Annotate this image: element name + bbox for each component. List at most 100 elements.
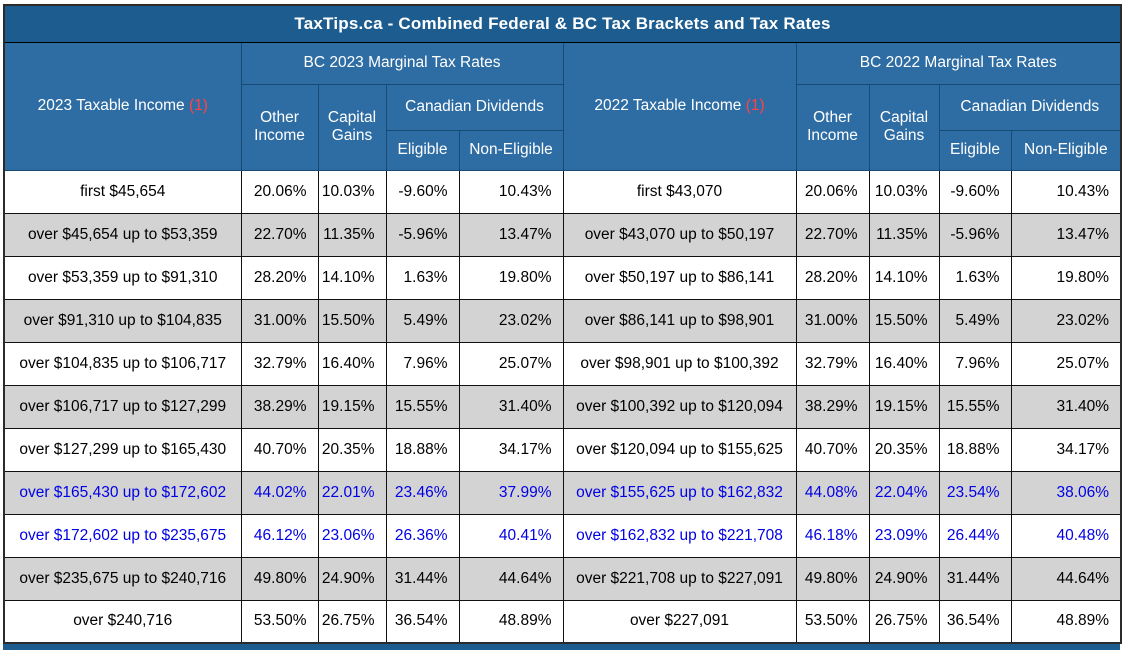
tax-rate-cell: 7.96% xyxy=(938,341,1012,386)
tax-rate-cell: 7.96% xyxy=(385,341,460,386)
tax-rate-cell: 40.48% xyxy=(1010,513,1122,558)
tax-rate-cell: 37.99% xyxy=(458,470,564,515)
tax-rate-cell: -5.96% xyxy=(385,212,460,257)
tax-rate-cell: 40.41% xyxy=(458,513,564,558)
header-capital-gains-2022: Capital Gains xyxy=(868,83,940,171)
tax-rate-cell: 24.90% xyxy=(317,556,387,601)
tax-rate-cell: 19.80% xyxy=(458,255,564,300)
income-range-cell: over $227,091 xyxy=(562,599,797,644)
tax-rate-cell: 18.88% xyxy=(938,427,1012,472)
header-canadian-dividends-2023: Canadian Dividends xyxy=(385,83,564,131)
tax-rate-cell: 31.00% xyxy=(240,298,319,343)
tax-rate-cell: 44.08% xyxy=(795,470,870,515)
table-row: over $106,717 up to $127,299 38.29% 19.15%… xyxy=(3,384,1122,429)
tax-rate-cell: 22.70% xyxy=(795,212,870,257)
header-sub-row: Eligible Non-Eligible Eligible Non-Eligi… xyxy=(4,129,1122,171)
tax-rate-cell: 20.35% xyxy=(317,427,387,472)
income-range-cell: over $98,901 up to $100,392 xyxy=(562,341,797,386)
table-row: over $235,675 up to $240,716 49.80% 24.90%… xyxy=(3,556,1122,601)
tax-rate-cell: -5.96% xyxy=(938,212,1012,257)
tax-rate-cell: 44.64% xyxy=(458,556,564,601)
tax-rate-cell: 32.79% xyxy=(240,341,319,386)
tax-rate-cell: 38.06% xyxy=(1010,470,1122,515)
tax-rate-cell: -9.60% xyxy=(938,169,1012,214)
header-group-row: 2023 Taxable Income (1) BC 2023 Marginal… xyxy=(3,41,1122,171)
tax-rate-cell: 10.43% xyxy=(458,169,564,214)
tax-rate-cell: 36.54% xyxy=(385,599,460,644)
table-row: over $165,430 up to $172,602 44.02% 22.01%… xyxy=(3,470,1122,515)
tax-rate-cell: 49.80% xyxy=(795,556,870,601)
tax-rate-cell: 10.03% xyxy=(868,169,940,214)
income-range-cell: first $43,070 xyxy=(562,169,797,214)
table-row: over $53,359 up to $91,310 28.20% 14.10% 1.… xyxy=(3,255,1122,300)
footnote-marker: (1) xyxy=(745,97,765,114)
tax-rate-cell: 22.04% xyxy=(868,470,940,515)
income-range-cell: over $91,310 up to $104,835 xyxy=(3,298,242,343)
tax-rate-cell: 48.89% xyxy=(458,599,564,644)
income-range-cell: over $50,197 up to $86,141 xyxy=(562,255,797,300)
footnote-marker: (1) xyxy=(188,97,208,114)
income-range-cell: over $104,835 up to $106,717 xyxy=(3,341,242,386)
income-range-cell: over $43,070 up to $50,197 xyxy=(562,212,797,257)
next-section-strip xyxy=(3,644,1120,650)
income-range-cell: over $165,430 up to $172,602 xyxy=(3,470,242,515)
tax-rate-cell: 46.18% xyxy=(795,513,870,558)
header-non-eligible-2022: Non-Eligible xyxy=(1010,129,1122,171)
tax-rate-cell: 31.40% xyxy=(458,384,564,429)
tax-rate-cell: 26.44% xyxy=(938,513,1012,558)
tax-rate-cell: 23.02% xyxy=(1010,298,1122,343)
tax-rate-cell: 20.06% xyxy=(795,169,870,214)
tax-rate-cell: 34.17% xyxy=(1010,427,1122,472)
tax-rate-cell: 32.79% xyxy=(795,341,870,386)
tax-rate-cell: 15.55% xyxy=(938,384,1012,429)
tax-rate-cell: 14.10% xyxy=(868,255,940,300)
tax-rate-cell: 19.80% xyxy=(1010,255,1122,300)
tax-rate-cell: 22.01% xyxy=(317,470,387,515)
tax-rate-cell: 40.70% xyxy=(795,427,870,472)
tax-rate-cell: 28.20% xyxy=(795,255,870,300)
header-other-income-2023: Other Income xyxy=(240,83,319,171)
tax-rate-cell: 23.09% xyxy=(868,513,940,558)
table-row: over $240,716 53.50% 26.75% 36.54% 48.89% ove… xyxy=(3,599,1122,644)
tax-rate-cell: 20.06% xyxy=(240,169,319,214)
income-range-cell: over $221,708 up to $227,091 xyxy=(562,556,797,601)
header-group-bc-2023: BC 2023 Marginal Tax Rates xyxy=(240,41,564,85)
tax-rate-cell: 15.55% xyxy=(385,384,460,429)
income-range-cell: over $155,625 up to $162,832 xyxy=(562,470,797,515)
table-row: over $104,835 up to $106,717 32.79% 16.40%… xyxy=(3,341,1122,386)
tax-rate-cell: 26.75% xyxy=(317,599,387,644)
header-canadian-dividends-2022: Canadian Dividends xyxy=(938,83,1122,131)
table-body: first $45,654 20.06% 10.03% -9.60% 10.43% fir… xyxy=(3,169,1122,644)
tax-rate-cell: 23.54% xyxy=(938,470,1012,515)
tax-rate-cell: 31.00% xyxy=(795,298,870,343)
tax-rate-cell: 13.47% xyxy=(1010,212,1122,257)
income-range-cell: over $120,094 up to $155,625 xyxy=(562,427,797,472)
header-other-income-2022: Other Income xyxy=(795,83,870,171)
tax-rate-cell: 46.12% xyxy=(240,513,319,558)
table-row: over $45,654 up to $53,359 22.70% 11.35% -5… xyxy=(3,212,1122,257)
tax-rate-cell: 40.70% xyxy=(240,427,319,472)
tax-rate-cell: 36.54% xyxy=(938,599,1012,644)
income-range-cell: first $45,654 xyxy=(3,169,242,214)
header-2022-taxable-income: 2022 Taxable Income (1) xyxy=(562,41,797,171)
tax-rate-cell: 11.35% xyxy=(317,212,387,257)
tax-rate-cell: 5.49% xyxy=(938,298,1012,343)
income-range-cell: over $172,602 up to $235,675 xyxy=(3,513,242,558)
tax-rate-cell: 26.75% xyxy=(868,599,940,644)
tax-rate-cell: 11.35% xyxy=(868,212,940,257)
tax-rate-cell: 38.29% xyxy=(240,384,319,429)
income-range-cell: over $162,832 up to $221,708 xyxy=(562,513,797,558)
income-range-cell: over $235,675 up to $240,716 xyxy=(3,556,242,601)
tax-rate-cell: 19.15% xyxy=(317,384,387,429)
header-capital-gains-2023: Capital Gains xyxy=(317,83,387,171)
income-range-cell: over $240,716 xyxy=(3,599,242,644)
tax-rate-cell: 49.80% xyxy=(240,556,319,601)
tax-rate-cell: 14.10% xyxy=(317,255,387,300)
tax-rate-cell: 10.43% xyxy=(1010,169,1122,214)
tax-rate-cell: 19.15% xyxy=(868,384,940,429)
tax-rate-cell: 31.40% xyxy=(1010,384,1122,429)
table-row: over $91,310 up to $104,835 31.00% 15.50% 5… xyxy=(3,298,1122,343)
income-range-cell: over $127,299 up to $165,430 xyxy=(3,427,242,472)
page-title: TaxTips.ca - Combined Federal & BC Tax B… xyxy=(3,4,1122,43)
